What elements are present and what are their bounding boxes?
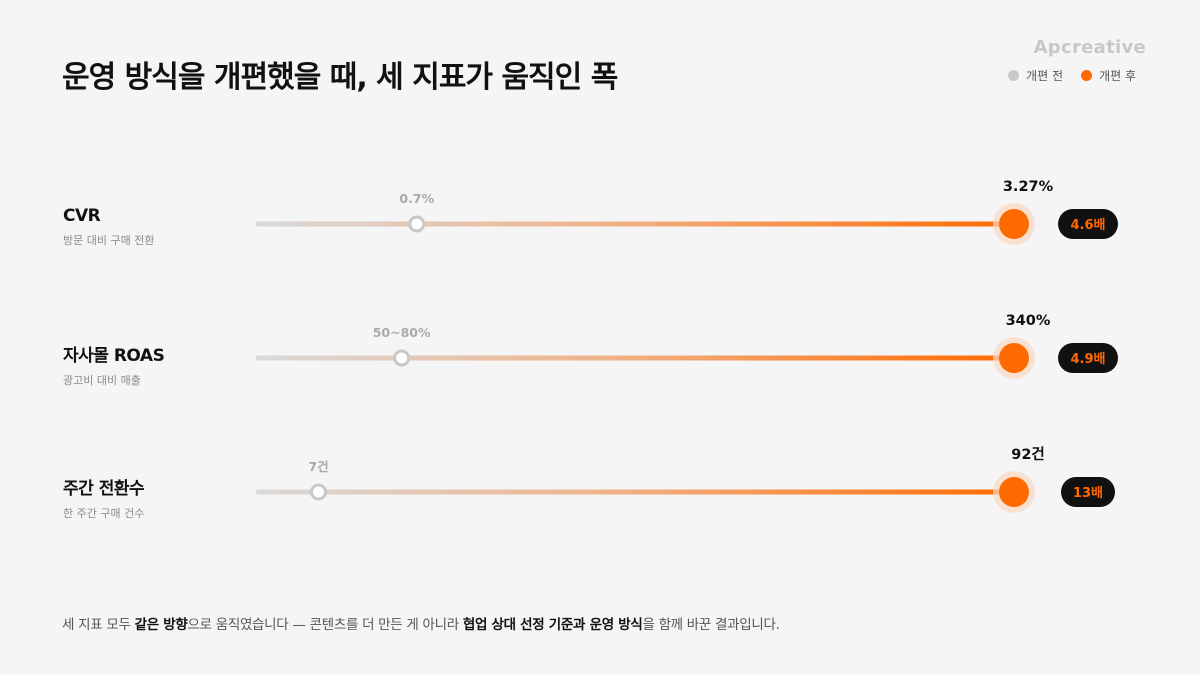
row-subtitle: 방문 대비 구매 전환	[63, 234, 155, 247]
legend-label-after: 개편 후	[1099, 69, 1136, 83]
after-point	[999, 477, 1029, 507]
after-value-label: 92건	[1011, 446, 1045, 463]
multiplier-label: 4.9배	[1071, 351, 1106, 367]
multiplier-badge	[1058, 343, 1118, 373]
footnote-part: 같은 방향	[134, 617, 188, 633]
row-label-roas: 자사몰 ROAS 광고비 대비 매출	[63, 341, 165, 388]
row-name: CVR	[63, 206, 101, 226]
footnote: 세 지표 모두 같은 방향으로 움직였습니다 — 콘텐츠를 더 만든 게 아니라…	[62, 613, 780, 633]
multiplier-label: 13배	[1073, 485, 1103, 501]
before-point	[393, 349, 411, 367]
multiplier-badge	[1061, 477, 1115, 507]
before-point	[408, 215, 426, 233]
legend-dot-before-icon	[1008, 70, 1020, 81]
before-value-label: 7건	[308, 459, 328, 474]
before-value-label: 0.7%	[399, 191, 434, 206]
before-value-label: 50~80%	[373, 325, 431, 340]
after-point	[999, 343, 1029, 373]
page-title: 운영 방식을 개편했을 때, 세 지표가 움직인 폭	[62, 60, 618, 95]
row-label-weekly-conversions: 주간 전환수 한 주간 구매 건수	[63, 474, 145, 521]
after-value-label: 3.27%	[1003, 179, 1054, 195]
after-point	[999, 209, 1029, 239]
footnote-part: 을 함께 바꾼 결과입니다.	[642, 617, 780, 633]
after-value-label: 340%	[1006, 313, 1051, 329]
legend-dot-after-icon	[1081, 70, 1093, 81]
row-name: 자사몰 ROAS	[63, 346, 165, 366]
legend-item-before: 개편 전	[1008, 67, 1063, 84]
legend-label-before: 개편 전	[1026, 69, 1064, 83]
row-subtitle: 한 주간 구매 건수	[63, 507, 145, 520]
legend-item-after: 개편 후	[1081, 67, 1136, 84]
dumbbell-chart: 0.7% 3.27% 4.6배 50~80% 340% 4.9배 7건 92건 13배	[255, 179, 1118, 513]
row-label-cvr: CVR 방문 대비 구매 전환	[63, 206, 154, 248]
row-name: 주간 전환수	[63, 479, 145, 499]
brand-logo: Apcreative	[1033, 37, 1146, 58]
footnote-part: 으로 움직였습니다 — 콘텐츠를 더 만든 게 아니라	[187, 617, 463, 633]
legend: 개편 전 개편 후	[1008, 67, 1136, 84]
row-subtitle: 광고비 대비 매출	[63, 374, 141, 387]
multiplier-label: 4.6배	[1071, 217, 1106, 233]
multiplier-badge	[1058, 209, 1118, 239]
footnote-part: 세 지표 모두	[62, 617, 135, 633]
before-point	[309, 483, 327, 501]
footnote-part: 협업 상대 선정 기준과 운영 방식	[462, 617, 643, 633]
